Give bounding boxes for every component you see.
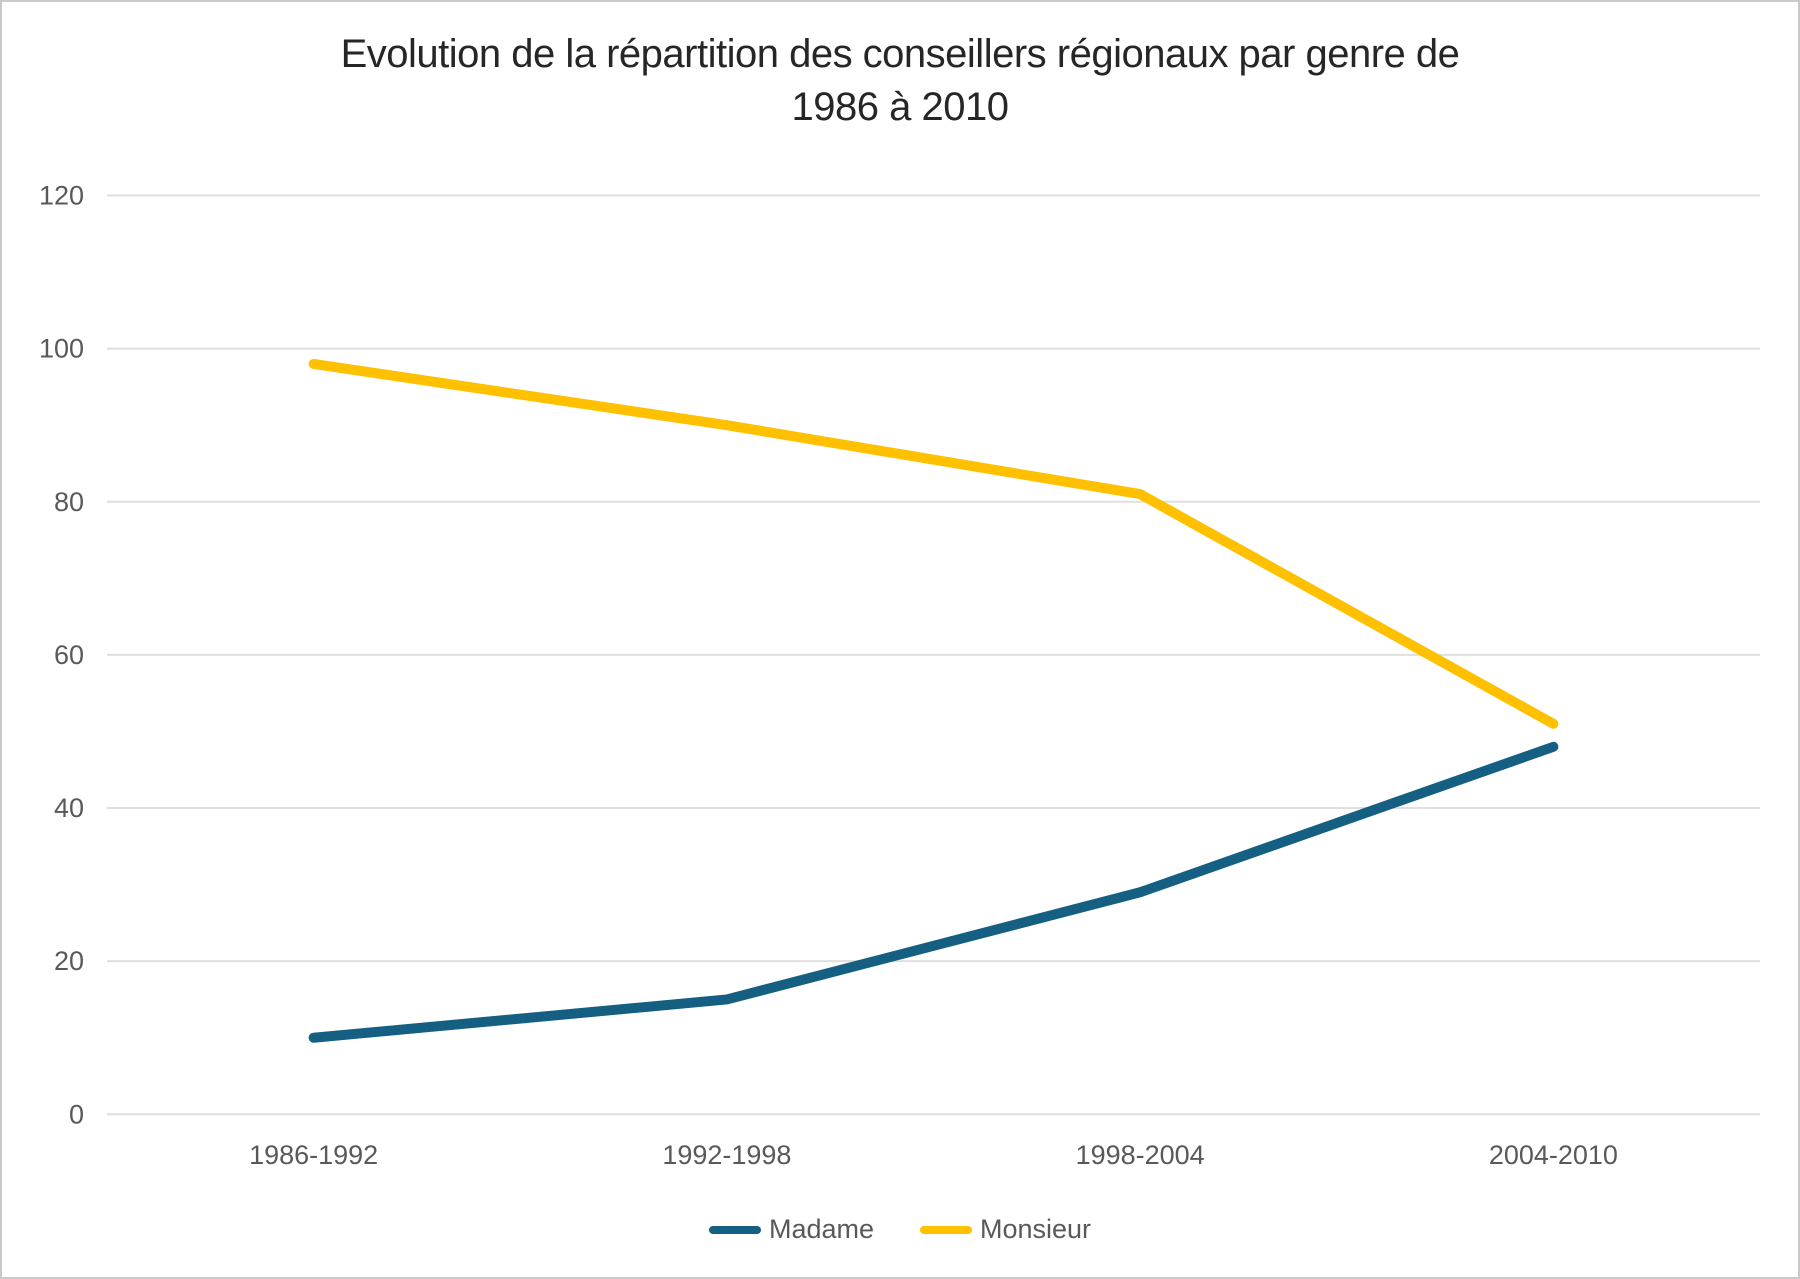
y-tick-label: 120 [39,181,84,211]
x-axis-label: 1992-1998 [662,1140,791,1170]
y-tick-label: 80 [54,487,84,517]
x-axis-label: 1998-2004 [1076,1140,1205,1170]
chart-title: Evolution de la répartition des conseill… [2,28,1798,134]
monsieur-line-swatch-icon [920,1225,972,1234]
x-axis-label: 2004-2010 [1489,1140,1618,1170]
series-line-monsieur [308,358,1559,729]
y-tick-label: 100 [39,334,84,364]
chart-title-line-1: Evolution de la répartition des conseill… [340,32,1460,76]
series-line-madame [308,741,1559,1043]
legend-label-madame: Madame [768,1214,874,1244]
y-tick-label: 20 [54,946,84,976]
y-tick-label: 40 [54,793,84,823]
legend-item-monsieur: Monsieur [920,1214,1091,1245]
y-tick-label: 60 [54,640,84,670]
chart-title-line-2: 1986 à 2010 [791,84,1009,129]
x-axis-label: 1986-1992 [249,1140,378,1170]
madame-line-swatch-icon [708,1225,761,1234]
y-tick-label: 0 [69,1099,84,1129]
legend: Madame Monsieur [2,1214,1798,1245]
legend-label-monsieur: Monsieur [980,1214,1092,1244]
legend-item-madame: Madame [708,1214,874,1245]
